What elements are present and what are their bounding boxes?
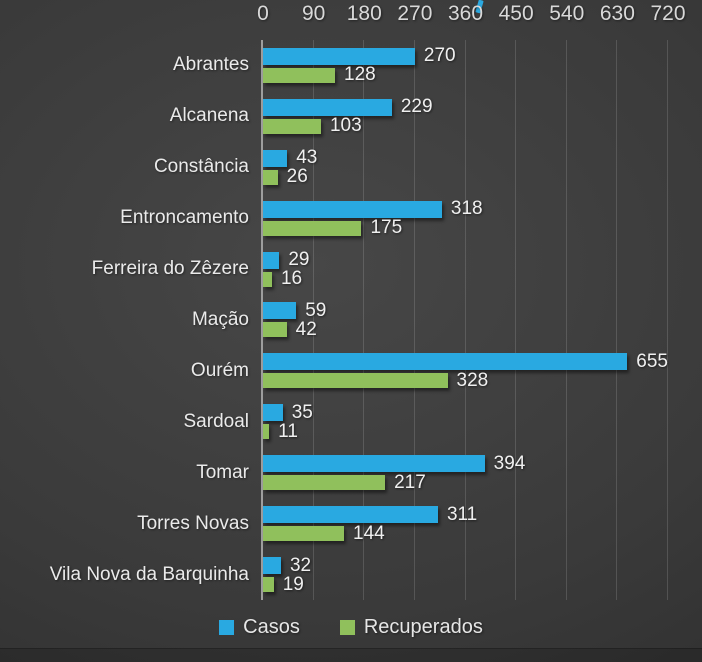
bar-row: 29 16: [263, 244, 668, 295]
value-label: 655: [636, 350, 668, 372]
bar-recuperados: [263, 271, 272, 287]
category-label: Ourém: [190, 359, 249, 381]
gridline: [565, 40, 567, 600]
bar-casos: [263, 455, 485, 473]
bar-casos: [263, 302, 297, 320]
bar-casos: [263, 506, 438, 524]
bar-recuperados: [263, 424, 270, 440]
gridline: [312, 40, 314, 600]
x-tick-label: 630: [599, 2, 635, 25]
value-label: 270: [423, 45, 456, 67]
x-tick-label: 540: [549, 2, 585, 25]
value-label: 11: [278, 420, 298, 442]
gridline: [616, 40, 618, 600]
x-tick-label: 360: [447, 2, 484, 25]
value-label: 43: [296, 147, 318, 169]
value-label: 229: [400, 96, 433, 118]
value-label: 217: [394, 471, 426, 493]
gridline: [667, 40, 668, 600]
value-label: 318: [450, 198, 483, 220]
bar-casos: [263, 353, 628, 371]
value-label: 144: [353, 522, 385, 544]
value-label: 328: [456, 369, 489, 391]
bar-row: 318 175: [263, 193, 668, 244]
bar-row: 32 19: [263, 549, 668, 600]
x-tick-label: 720: [650, 2, 686, 25]
bar-casos: [263, 200, 442, 218]
slide-bottom-edge: [0, 648, 702, 662]
bar-row: 394 217: [263, 447, 668, 498]
category-label: Sardoal: [183, 410, 250, 432]
x-tick-label: 90: [301, 2, 326, 25]
bar-casos: [263, 149, 288, 167]
bar-recuperados: [263, 220, 362, 236]
x-tick-label: 270: [397, 2, 433, 25]
value-label: 103: [329, 115, 362, 137]
bar-recuperados: [263, 373, 448, 389]
bar-casos: [263, 557, 281, 575]
category-label: Abrantes: [172, 54, 249, 76]
category-label: Constância: [153, 156, 249, 178]
value-label: 35: [291, 401, 313, 423]
bar-row: 270 128: [263, 40, 668, 91]
category-label: Ferreira do Zêzere: [91, 258, 249, 280]
bar-row: 655 328: [263, 345, 668, 396]
category-label: Alcanena: [169, 105, 249, 127]
legend-swatch-casos: [219, 619, 235, 635]
bar-row: 35 11: [263, 396, 668, 447]
value-label: 16: [280, 268, 303, 290]
gridline: [464, 40, 466, 600]
bar-row: 311 144: [263, 498, 668, 549]
bar-casos: [263, 251, 280, 269]
legend-label-recuperados: Recuperados: [363, 615, 483, 638]
bar-recuperados: [263, 118, 321, 134]
x-axis-ticks: 0 90 180 270 360 450 540 630 720: [257, 2, 685, 30]
bar-casos: [263, 47, 415, 65]
plot-area: 270 128 229 103 43 26 318 175 29 16 59 42 655 328 35 11…: [261, 40, 668, 600]
value-label: 311: [446, 503, 478, 525]
value-label: 128: [344, 64, 376, 86]
legend-item-recuperados: Recuperados: [339, 615, 483, 639]
bar-recuperados: [263, 475, 386, 491]
y-axis-line: [261, 40, 263, 600]
category-label: Vila Nova da Barquinha: [49, 563, 249, 585]
legend-item-casos: Casos: [219, 616, 300, 639]
x-tick-label: 180: [346, 2, 382, 25]
bar-casos: [263, 98, 392, 116]
bar-recuperados: [263, 577, 274, 593]
legend-swatch-recuperados: [339, 619, 355, 635]
gridline: [363, 40, 365, 600]
value-label: 26: [286, 166, 308, 188]
bar-row: 229 103: [263, 91, 668, 142]
bar-recuperados: [263, 322, 287, 338]
value-label: 32: [289, 554, 312, 576]
value-label: 42: [295, 318, 317, 340]
category-label: Entroncamento: [120, 207, 249, 229]
bar-row: 43 26: [263, 142, 668, 193]
value-label: 19: [282, 573, 304, 595]
bar-recuperados: [263, 67, 335, 83]
gridline: [413, 40, 415, 600]
category-label: Mação: [191, 308, 249, 330]
bar-casos: [263, 404, 283, 422]
bar-recuperados: [263, 526, 344, 542]
legend-label-casos: Casos: [243, 615, 300, 638]
bar-recuperados: [263, 169, 278, 185]
value-label: 175: [370, 217, 403, 239]
value-label: 59: [305, 299, 327, 321]
category-labels: Abrantes Alcanena Constância Entroncamento F…: [0, 40, 249, 600]
value-label: 394: [493, 452, 526, 474]
bar-row: 59 42: [263, 295, 668, 346]
x-tick-label: 450: [498, 2, 534, 25]
category-label: Torres Novas: [137, 512, 249, 534]
category-label: Tomar: [196, 461, 249, 483]
x-tick-label: 0: [257, 2, 269, 25]
value-label: 29: [288, 249, 310, 271]
gridline: [515, 40, 517, 600]
legend: Casos Recuperados: [0, 612, 702, 642]
